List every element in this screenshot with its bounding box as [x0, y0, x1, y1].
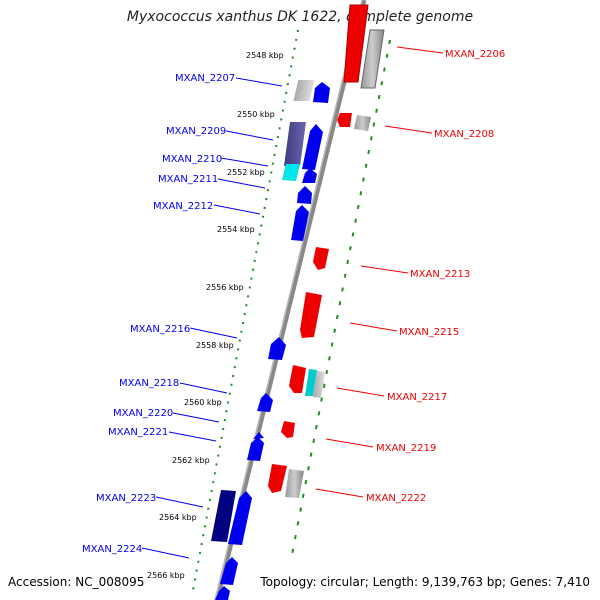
leader-line [349, 322, 398, 332]
gene-label[interactable]: MXAN_2224 [82, 544, 142, 555]
leader-line [189, 327, 238, 339]
leader-line [179, 382, 228, 394]
leader-line [235, 77, 283, 87]
gene-label[interactable]: MXAN_2213 [410, 269, 470, 280]
gene-label[interactable]: MXAN_2211 [158, 174, 218, 185]
leader-line [384, 125, 433, 134]
gene-mxan-2223[interactable] [228, 491, 252, 545]
gene-mxan-2218[interactable] [257, 393, 273, 412]
kbp-label: 2550 kbp [237, 110, 275, 119]
gene-label[interactable]: MXAN_2223 [96, 493, 156, 504]
kbp-label: 2556 kbp [206, 283, 244, 292]
gene-label[interactable]: MXAN_2220 [113, 408, 173, 419]
gene-label[interactable]: MXAN_2222 [366, 493, 426, 504]
gene-mxan-2206-gray[interactable] [360, 29, 385, 89]
gene-label[interactable]: MXAN_2219 [376, 443, 436, 454]
leader-line [141, 547, 190, 559]
gene-mxan-2217[interactable] [289, 365, 306, 393]
gene-label[interactable]: MXAN_2218 [119, 378, 179, 389]
gene-mxan-2215[interactable] [300, 292, 322, 338]
genome-title: Myxococcus xanthus DK 1622, complete gen… [126, 9, 474, 25]
gene-mxan-2224[interactable] [220, 557, 238, 585]
gene-label[interactable]: MXAN_2207 [175, 73, 235, 84]
gene-label[interactable]: MXAN_2209 [166, 126, 226, 137]
leader-line [336, 387, 385, 397]
kbp-label: 2566 kbp [147, 571, 185, 580]
leader-line [225, 130, 274, 141]
kbp-label: 2560 kbp [184, 398, 222, 407]
leader-line [315, 488, 364, 498]
leader-line [172, 412, 220, 423]
gene-mxan-2217-gray[interactable] [313, 371, 325, 398]
kbp-label: 2558 kbp [196, 341, 234, 350]
gene-mxan-2213[interactable] [313, 247, 329, 270]
kbp-label: 2548 kbp [246, 51, 284, 60]
gene-mxan-2209-purple[interactable] [284, 122, 306, 166]
kbp-label: 2564 kbp [159, 513, 197, 522]
gene-mxan-2224b[interactable] [215, 586, 230, 600]
gene-label[interactable]: MXAN_2210 [162, 154, 222, 165]
topology-text: Topology: circular; Length: 9,139,763 bp… [260, 575, 590, 589]
gene-mxan-2207[interactable] [313, 82, 330, 103]
leader-line [155, 496, 204, 508]
leader-line [325, 438, 374, 448]
gene-mxan-2210[interactable] [282, 164, 300, 181]
gene-label[interactable]: MXAN_2215 [399, 327, 459, 338]
leader-line [217, 178, 266, 189]
gene-label[interactable]: MXAN_2212 [153, 201, 213, 212]
leader-line [360, 265, 409, 274]
leader-line [220, 157, 269, 167]
gene-mxan-2222[interactable] [268, 464, 287, 493]
gene-label[interactable]: MXAN_2221 [108, 427, 168, 438]
gene-label[interactable]: MXAN_2206 [445, 49, 505, 60]
kbp-label: 2562 kbp [172, 456, 210, 465]
gene-mxan-2208-gray[interactable] [354, 115, 371, 131]
gene-mxan-2206[interactable] [343, 4, 369, 83]
gene-mxan-2209[interactable] [302, 124, 323, 170]
gene-label[interactable]: MXAN_2216 [130, 324, 190, 335]
accession-text: Accession: NC_008095 [8, 575, 145, 589]
gene-mxan-2208[interactable] [337, 113, 352, 127]
gene-mxan-2211[interactable] [302, 168, 317, 183]
gene-label[interactable]: MXAN_2208 [434, 129, 494, 140]
kbp-label: 2552 kbp [227, 168, 265, 177]
leader-line [213, 204, 261, 215]
right-tick-track [291, 39, 391, 556]
gene-mxan-2207-gray[interactable] [293, 80, 315, 101]
gene-mxan-2223-navy[interactable] [211, 490, 236, 542]
gene-mxan-2216[interactable] [268, 337, 286, 360]
gene-mxan-2220[interactable] [253, 432, 264, 439]
gene-mxan-2222-gray[interactable] [285, 469, 304, 498]
leader-line [168, 431, 217, 442]
gene-mxan-2219[interactable] [281, 421, 295, 438]
gene-mxan-2212b[interactable] [291, 205, 309, 241]
gene-mxan-2221[interactable] [247, 437, 264, 461]
kbp-label: 2554 kbp [217, 225, 255, 234]
gene-mxan-2217-cyan[interactable] [305, 369, 317, 396]
gene-mxan-2212[interactable] [297, 186, 312, 204]
leader-line [396, 46, 444, 54]
gene-label[interactable]: MXAN_2217 [387, 392, 447, 403]
